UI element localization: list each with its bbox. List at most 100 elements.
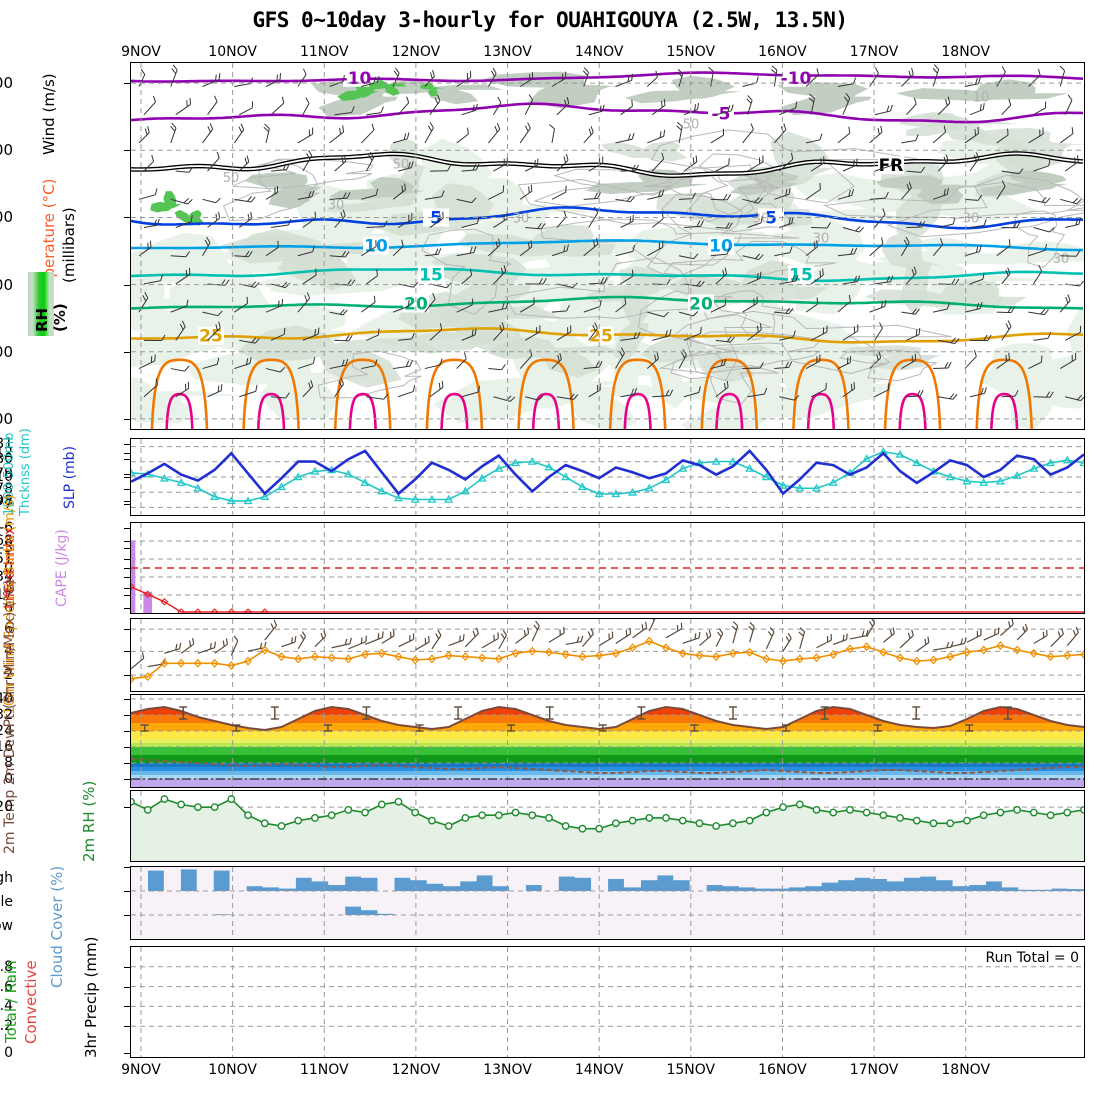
axis-tick: 578	[0, 481, 13, 498]
thickness-axis-label-2: Thcknss (dm)	[18, 428, 33, 516]
axis-tick-mark	[124, 651, 131, 653]
axis-tick: 579	[0, 465, 13, 482]
page-title: GFS 0~10day 3-hourly for OUAHIGOUYA (2.5…	[252, 8, 848, 32]
date-tick-13nov: 13NOV	[483, 44, 532, 60]
svg-text:30: 30	[1053, 252, 1070, 267]
axis-tick: 581	[0, 435, 13, 452]
date-tick-14nov: 14NOV	[574, 1062, 624, 1078]
axis-tick: 1008	[0, 493, 13, 510]
axis-tick: 34	[0, 569, 13, 585]
cloud-row-low	[131, 915, 1084, 939]
svg-text:-5: -5	[712, 104, 731, 124]
axis-tick: 3	[4, 579, 13, 596]
axis-tick-mark	[124, 715, 131, 716]
svg-text:30: 30	[513, 211, 530, 226]
date-tick-14nov: 14NOV	[574, 44, 624, 60]
axis-tick-mark	[124, 867, 131, 868]
axis-tick: -6	[0, 520, 13, 537]
svg-text:15: 15	[789, 266, 813, 286]
slp-thickness-panel	[130, 438, 1085, 516]
axis-tick-mark	[124, 559, 131, 560]
axis-tick-mark	[124, 577, 131, 578]
axis-tick: 17	[0, 587, 13, 603]
date-tick-16nov: 16NOV	[758, 44, 807, 60]
date-tick-17nov: 17NOV	[849, 44, 899, 60]
axis-tick-mark	[124, 83, 131, 85]
axis-tick-mark	[124, 607, 131, 609]
axis-tick: 8	[4, 755, 13, 771]
axis-tick-mark	[124, 443, 131, 445]
date-tick-17nov: 17NOV	[849, 1062, 899, 1078]
axis-tick: 0.8	[0, 958, 13, 975]
axis-tick-mark	[124, 986, 131, 988]
svg-text:20: 20	[689, 294, 713, 314]
axis-tick-mark	[124, 504, 131, 506]
axis-tick: 700	[0, 208, 13, 227]
axis-tick-mark	[124, 473, 131, 475]
svg-text:30: 30	[753, 211, 770, 226]
svg-text:20: 20	[404, 294, 428, 314]
axis-tick: 580	[0, 450, 13, 467]
axis-tick: 40	[0, 691, 13, 707]
axis-tick-mark	[124, 675, 131, 677]
axis-tick: 0	[4, 771, 13, 787]
svg-text:30: 30	[328, 198, 345, 213]
rh-2m-panel	[130, 790, 1085, 862]
axis-tick: 2	[4, 667, 13, 684]
legend-wind-label: Wind (m/s)	[40, 73, 58, 155]
axis-tick-mark	[124, 568, 131, 569]
date-tick-15nov: 15NOV	[666, 44, 716, 60]
wind-10m-panel	[130, 618, 1085, 692]
axis-tick: -3	[0, 540, 13, 557]
axis-tick: 0	[4, 1044, 13, 1061]
axis-tick-mark	[124, 1006, 131, 1008]
axis-tick-mark	[124, 452, 131, 454]
axis-tick-mark	[124, 489, 131, 491]
axis-tick-mark	[124, 418, 131, 420]
axis-tick-mark	[124, 891, 131, 892]
axis-tick-mark	[124, 699, 131, 700]
axis-tick-mark	[124, 587, 131, 589]
svg-text:50: 50	[683, 117, 700, 132]
rh-2m-axis-label: 2m RH (%)	[80, 780, 98, 862]
axis-tick: 6	[4, 621, 13, 638]
svg-text:5: 5	[765, 208, 777, 228]
axis-tick: 0.6	[0, 978, 13, 995]
axis-tick: 0.2	[0, 1018, 13, 1035]
axis-tick: 32	[0, 707, 13, 723]
precip-legend-convective: Convective	[22, 960, 40, 1044]
date-tick-9nov: 9NOV	[121, 44, 161, 60]
axis-tick: 24	[0, 723, 13, 739]
axis-tick-mark	[124, 966, 131, 968]
axis-tick: 4	[4, 643, 13, 660]
svg-text:-10: -10	[781, 69, 812, 89]
axis-tick-mark	[124, 528, 131, 530]
axis-tick-mark	[124, 747, 131, 748]
axis-tick-mark	[124, 629, 131, 631]
axis-tick: 68	[0, 533, 13, 549]
cloud-row-label-low: low	[0, 918, 13, 934]
svg-text:10: 10	[973, 91, 990, 106]
date-tick-12nov: 12NOV	[391, 44, 441, 60]
axis-tick-mark	[124, 458, 131, 460]
axis-tick-mark	[124, 501, 131, 503]
precip-panel: Run Total = 0	[130, 946, 1085, 1058]
upper-air-panel: -10 -10 -5 FR 5 5 10 10 15 15 20 20 25 25 50 30 30 30 50 10…	[130, 62, 1085, 430]
svg-text:50: 50	[223, 171, 240, 186]
date-tick-11nov: 11NOV	[299, 1062, 349, 1078]
axis-tick-mark	[124, 548, 131, 550]
precip-legend-total: Total / Rain	[2, 960, 20, 1044]
axis-tick-mark	[124, 351, 131, 353]
cape-axis-label: CAPE (J/kg)	[54, 529, 70, 607]
svg-text:5: 5	[430, 208, 442, 228]
precip-axis-label: 3hr Precip (mm)	[82, 936, 100, 1058]
axis-tick-mark	[124, 1026, 131, 1028]
axis-tick: 800	[0, 275, 13, 294]
run-total-label: Run Total = 0	[985, 950, 1079, 966]
axis-tick-mark	[124, 763, 131, 764]
date-tick-18nov: 18NOV	[941, 44, 991, 60]
svg-text:30: 30	[813, 232, 830, 247]
date-tick-11nov: 11NOV	[299, 44, 349, 60]
axis-tick: 6	[4, 599, 13, 616]
axis-tick-mark	[124, 477, 131, 478]
